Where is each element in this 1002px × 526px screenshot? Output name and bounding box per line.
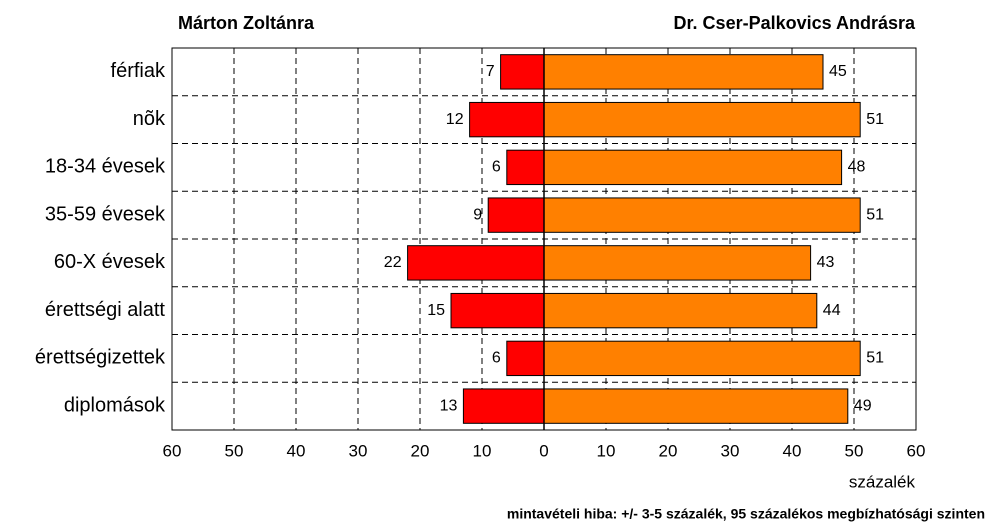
value-label: 51 [866,111,884,128]
note: mintavételi hiba: +/- 3-5 százalék, 95 s… [507,506,985,522]
x-tick-label: 20 [659,441,678,460]
bar [407,245,545,281]
value-label: 44 [823,302,841,319]
x-tick-label: 20 [411,441,430,460]
value-label: 22 [384,254,402,271]
x-tick-label: 30 [721,441,740,460]
left-series-title: Márton Zoltánra [178,13,315,33]
bar [543,245,812,281]
bar [543,292,818,329]
bar [506,149,545,186]
x-tick-label: 40 [287,441,306,460]
value-label: 12 [446,111,464,128]
bar [450,292,545,329]
category-label: érettségizettek [35,347,166,369]
x-tick-label: 60 [907,441,926,460]
value-label: 51 [866,206,884,223]
category-label: 35-59 évesek [45,203,166,225]
bar [487,197,545,233]
x-tick-label: 50 [845,441,864,460]
value-label: 13 [440,397,458,414]
bar [543,388,849,424]
bar [543,54,824,90]
bar [469,101,545,138]
x-tick-label: 10 [597,441,616,460]
category-label: érettségi alatt [45,299,166,321]
value-label: 51 [866,350,884,367]
bar [543,101,861,138]
x-tick-label: 40 [783,441,802,460]
x-tick-label: 0 [539,441,548,460]
bar [543,149,843,186]
bar [462,388,545,424]
value-label: 43 [817,254,835,271]
bar [543,340,861,377]
category-label: diplomások [64,394,166,416]
value-label: 45 [829,63,847,80]
x-axis-label: százalék [849,472,916,491]
bar [500,54,545,90]
value-label: 6 [492,159,501,176]
bar [506,340,545,377]
x-tick-label: 50 [225,441,244,460]
category-label: férfiak [111,60,166,82]
value-label: 49 [854,397,872,414]
category-label: 60-X évesek [54,251,166,273]
value-label: 6 [492,350,501,367]
right-series-title: Dr. Cser-Palkovics Andrásra [674,13,916,33]
x-tick-label: 30 [349,441,368,460]
bar [543,197,861,233]
value-label: 7 [486,63,495,80]
category-label: nõk [133,108,166,130]
value-label: 15 [427,302,445,319]
x-tick-label: 60 [163,441,182,460]
value-label: 48 [848,159,866,176]
value-label: 9 [473,206,482,223]
category-label: 18-34 évesek [45,156,166,178]
x-tick-label: 10 [473,441,492,460]
